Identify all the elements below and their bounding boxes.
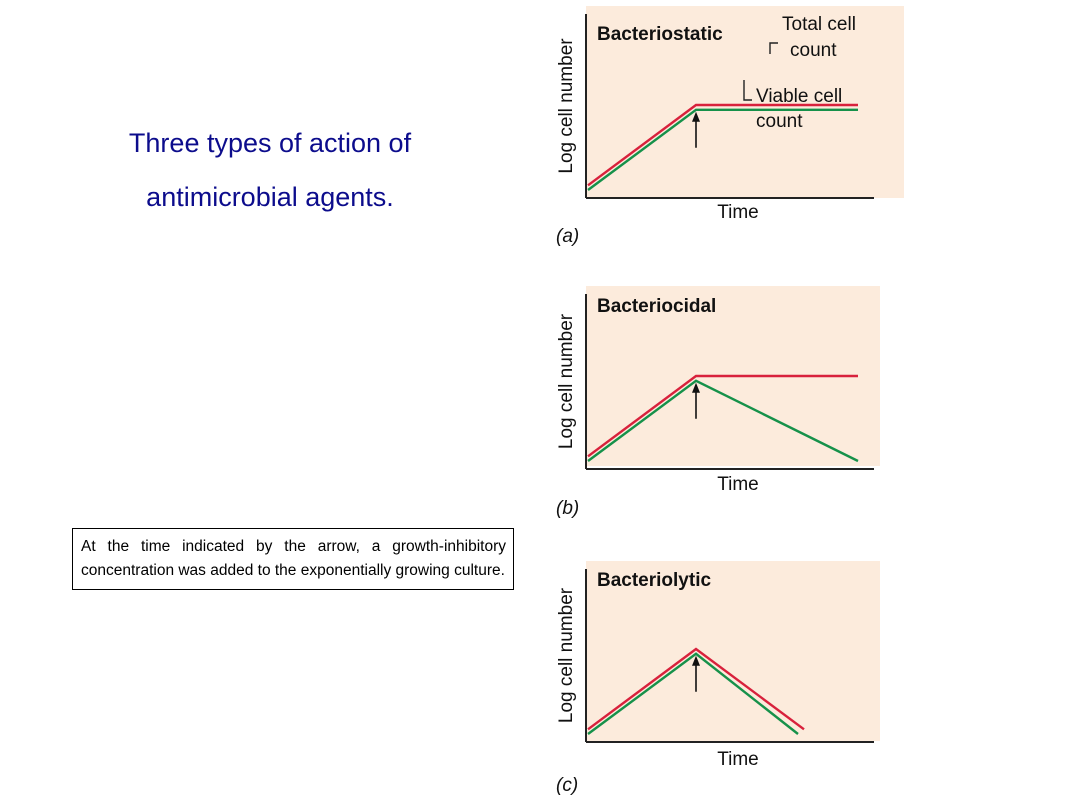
y-axis-label: Log cell number (556, 587, 577, 723)
annotation-total-line-2: count (790, 40, 837, 61)
series-line-total-cell-count (587, 647, 805, 731)
y-axis-label: Log cell number (556, 313, 577, 449)
slide-title-line-2: antimicrobial agents. (146, 182, 394, 212)
series-line-viable-cell-count (587, 379, 859, 463)
panel-label: (b) (556, 498, 579, 519)
series-line-total-cell-count (587, 374, 858, 458)
chart-panel-bacteriolytic: Bacteriolytic Log cell number Time (c) (556, 561, 880, 796)
chart-title: Bacteriolytic (597, 570, 711, 591)
panel-label: (c) (556, 775, 578, 796)
x-axis-label: Time (717, 202, 759, 223)
annotation-total-line-1: Total cell (782, 14, 856, 35)
x-axis-label: Time (717, 749, 759, 770)
slide-title: Three types of action of antimicrobial a… (60, 116, 480, 224)
series-line-viable-cell-count (587, 652, 799, 735)
y-axis-label: Log cell number (556, 38, 577, 174)
chart-panel-bacteriostatic: Bacteriostatic Log cell number Time (a) Tota… (556, 6, 904, 247)
x-axis-label: Time (717, 474, 759, 495)
series-line-viable-cell-count (587, 108, 858, 191)
explanation-note: At the time indicated by the arrow, a gr… (72, 528, 514, 590)
chart-panel-bacteriocidal: Bacteriocidal Log cell number Time (b) (556, 286, 880, 519)
addition-arrow-head (692, 111, 700, 122)
slide-title-line-1: Three types of action of (128, 128, 412, 158)
panel-label: (a) (556, 226, 579, 247)
addition-arrow-head (692, 655, 700, 666)
panel-background (586, 6, 904, 198)
panel-background (586, 561, 880, 741)
bracket-viable (743, 80, 752, 101)
annotation-viable-line-1: Viable cell (756, 86, 842, 107)
chart-title: Bacteriocidal (597, 296, 716, 317)
annotation-viable-line-2: count (756, 111, 803, 132)
chart-title: Bacteriostatic (597, 24, 723, 45)
addition-arrow-head (692, 382, 700, 393)
bracket-total (769, 42, 778, 54)
series-line-total-cell-count (587, 103, 858, 187)
